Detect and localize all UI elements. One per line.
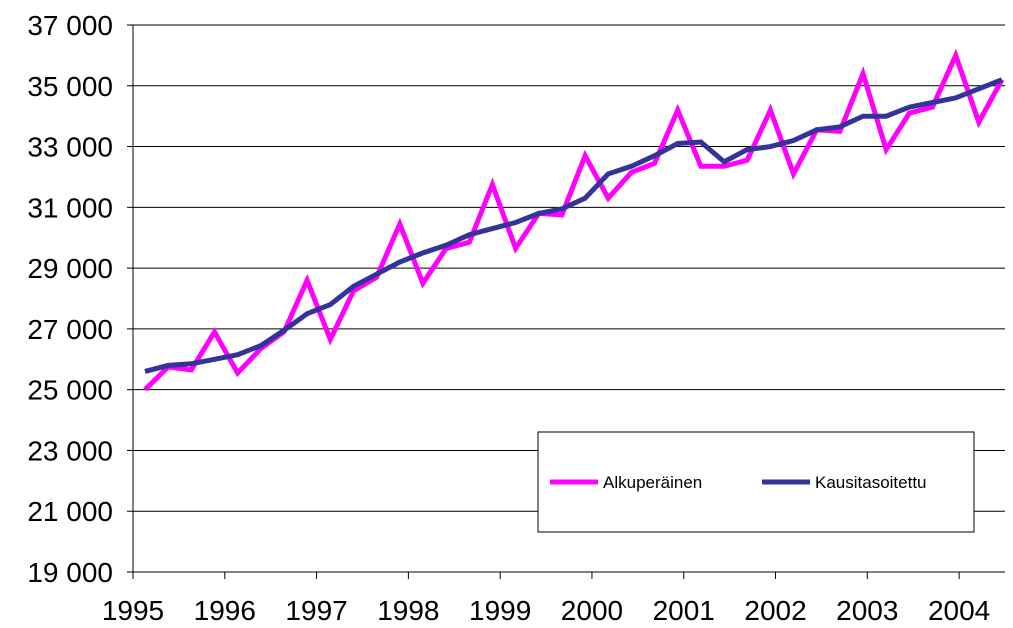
x-tick-label: 2000 — [561, 595, 623, 626]
legend-label: Kausitasoitettu — [815, 473, 927, 492]
y-tick-label: 37 000 — [27, 10, 113, 41]
y-tick-label: 21 000 — [27, 496, 113, 527]
series-lines — [143, 48, 1005, 392]
x-tick-label: 2003 — [836, 595, 898, 626]
y-tick-label: 19 000 — [27, 557, 113, 588]
x-tick-labels: 1995 1996 1997 1998 1999 2000 2001 2002 2003 2004 — [102, 595, 990, 626]
axes — [127, 24, 1005, 579]
legend-label: Alkuperäinen — [603, 473, 702, 492]
x-tick-label: 1996 — [194, 595, 256, 626]
x-tick-label: 2002 — [744, 595, 806, 626]
legend-box — [537, 431, 975, 533]
y-tick-label: 31 000 — [27, 192, 113, 223]
x-tick-label: 1995 — [102, 595, 164, 626]
y-tick-label: 23 000 — [27, 435, 113, 466]
y-tick-label: 29 000 — [27, 253, 113, 284]
x-tick-label: 1999 — [469, 595, 531, 626]
y-tick-label: 35 000 — [27, 71, 113, 102]
x-tick-label: 2004 — [928, 595, 990, 626]
legend: Alkuperäinen Kausitasoitettu — [537, 431, 975, 533]
series-line-kausitasoitettu — [144, 77, 1003, 374]
series-line-alkuperainen — [143, 48, 1005, 392]
y-tick-labels: 19 000 21 000 23 000 25 000 27 000 29 000 31 0… — [27, 10, 113, 588]
y-tick-label: 33 000 — [27, 132, 113, 163]
x-tick-label: 2001 — [653, 595, 715, 626]
x-tick-label: 1998 — [377, 595, 439, 626]
x-tick-label: 1997 — [285, 595, 347, 626]
y-tick-label: 27 000 — [27, 314, 113, 345]
y-tick-label: 25 000 — [27, 375, 113, 406]
